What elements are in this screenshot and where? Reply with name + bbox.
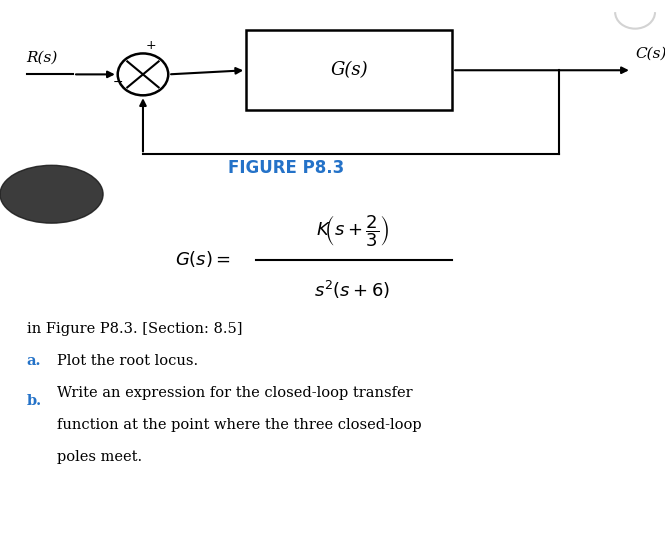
Ellipse shape [0,165,103,223]
Text: +: + [146,39,156,52]
Bar [246,30,452,110]
Text: b.: b. [27,394,42,408]
Text: $G(s) =$: $G(s) =$ [175,249,231,269]
Text: C(s): C(s) [635,46,665,60]
Text: $s^{2}(s+6)$: $s^{2}(s+6)$ [315,279,390,301]
Text: $K\!\left(s+\dfrac{2}{3}\right)$: $K\!\left(s+\dfrac{2}{3}\right)$ [316,214,389,249]
Text: Plot the root locus.: Plot the root locus. [57,354,198,368]
Text: R(s): R(s) [27,51,58,64]
Text: function at the point where the three closed-loop: function at the point where the three cl… [57,418,421,431]
Text: in Figure P8.3. [Section: 8.5]: in Figure P8.3. [Section: 8.5] [27,322,242,336]
Text: G(s): G(s) [331,61,368,79]
Text: poles meet.: poles meet. [57,450,142,463]
Text: a.: a. [27,354,41,368]
Text: FIGURE P8.3: FIGURE P8.3 [228,159,344,177]
Text: −: − [112,76,123,89]
Text: Write an expression for the closed-loop transfer: Write an expression for the closed-loop … [57,386,412,399]
